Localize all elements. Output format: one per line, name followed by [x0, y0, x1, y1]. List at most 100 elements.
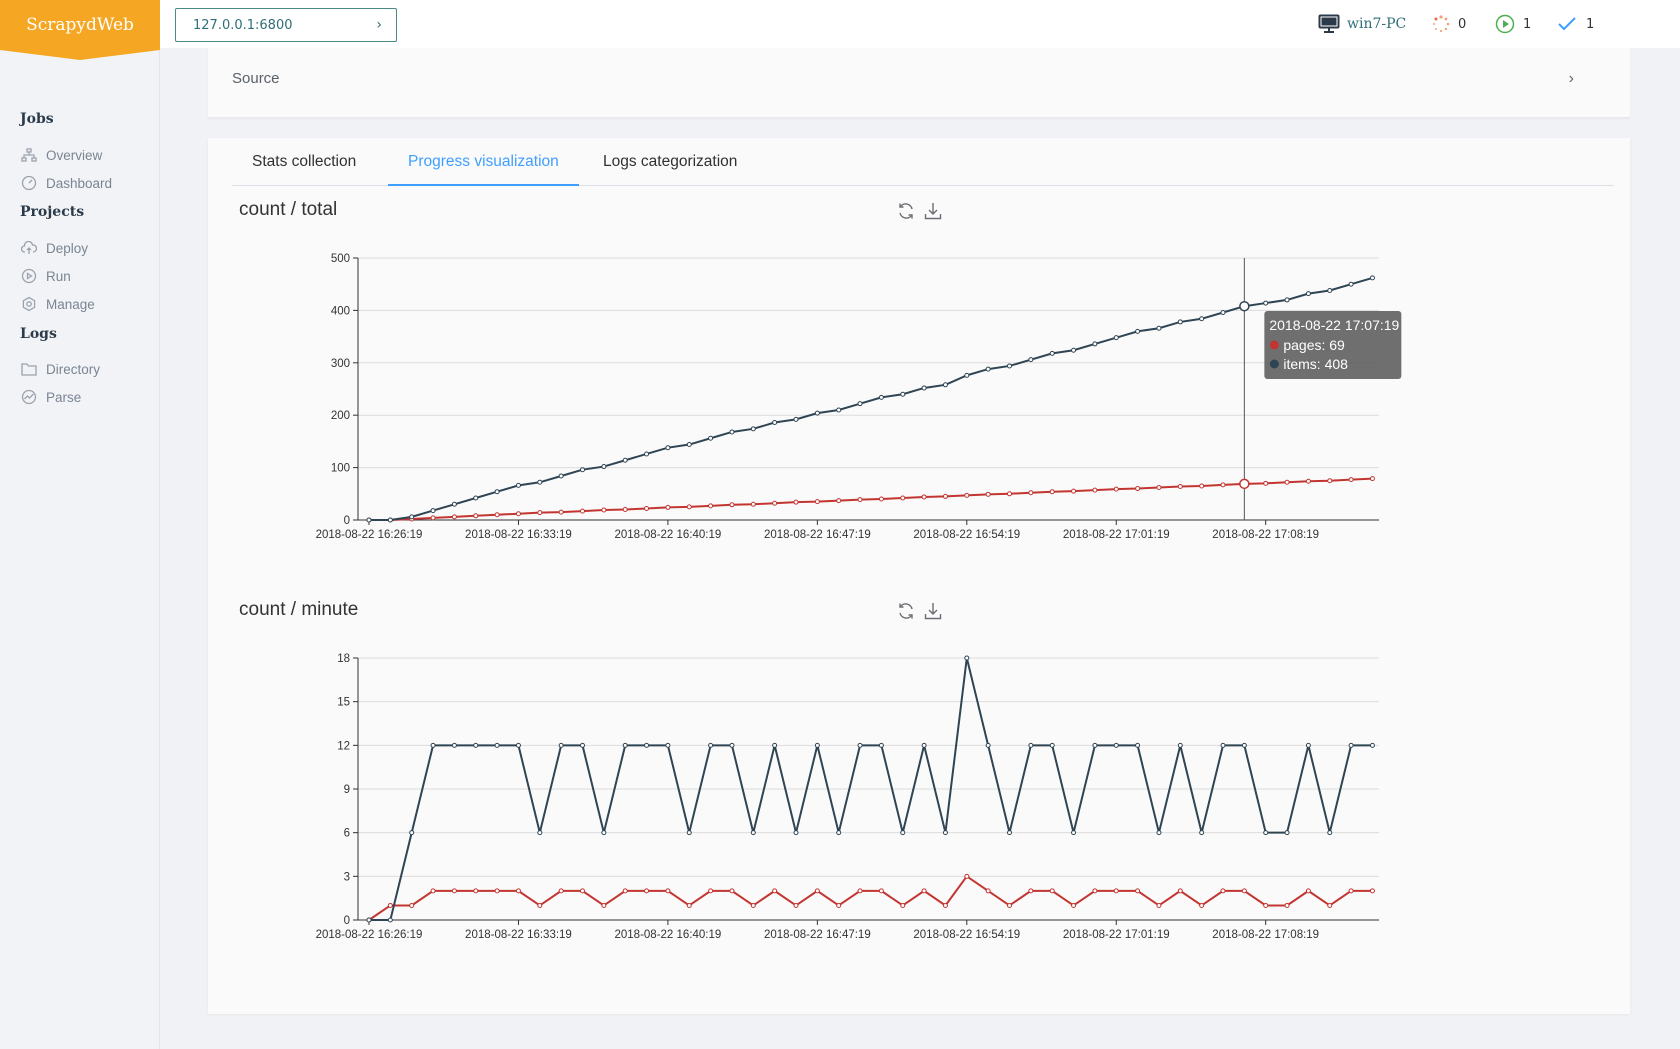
- logo-ribbon-tail: [0, 50, 160, 60]
- sidebar-item-deploy[interactable]: Deploy: [20, 237, 150, 259]
- data-point: [1263, 830, 1269, 836]
- data-point: [708, 435, 714, 441]
- data-point: [1369, 275, 1375, 281]
- data-point: [1305, 742, 1311, 748]
- data-point: [409, 902, 415, 908]
- data-point: [900, 495, 906, 501]
- data-point: [387, 917, 393, 923]
- data-point: [1348, 888, 1354, 894]
- data-point: [515, 482, 521, 488]
- data-point: [1156, 485, 1162, 491]
- play-circle-icon: [1495, 14, 1515, 34]
- data-point: [814, 499, 820, 505]
- download-icon[interactable]: [923, 201, 943, 221]
- data-point: [537, 902, 543, 908]
- data-point: [1028, 888, 1034, 894]
- data-point: [942, 382, 948, 388]
- sidebar-item-label: Manage: [46, 296, 95, 312]
- data-point: [878, 394, 884, 400]
- data-point: [1007, 902, 1012, 908]
- data-point: [900, 391, 906, 397]
- x-tick-label: 2018-08-22 17:08:19: [1212, 529, 1319, 538]
- data-point: [729, 502, 735, 508]
- data-point: [1028, 490, 1034, 496]
- data-point: [1177, 483, 1183, 489]
- data-point: [515, 888, 521, 894]
- pending-jobs-indicator[interactable]: 0: [1432, 12, 1466, 36]
- data-point: [836, 830, 842, 836]
- data-point: [494, 512, 500, 518]
- x-tick-label: 2018-08-22 16:47:19: [764, 529, 871, 538]
- node-selector-button[interactable]: 127.0.0.1:6800 ›: [175, 8, 397, 42]
- data-point: [708, 888, 714, 894]
- tooltip-marker: [1269, 340, 1279, 350]
- play-circle-icon: [20, 268, 38, 284]
- data-point: [473, 742, 479, 748]
- download-icon[interactable]: [923, 601, 943, 621]
- chevron-right-icon: ›: [376, 17, 382, 33]
- data-point: [686, 830, 692, 836]
- data-point: [708, 742, 714, 748]
- data-point: [451, 514, 457, 520]
- running-jobs-indicator[interactable]: 1: [1495, 12, 1531, 36]
- data-point: [878, 496, 884, 502]
- sidebar-item-label: Dashboard: [46, 175, 113, 191]
- series-points-items: [366, 275, 1375, 523]
- data-point: [750, 426, 756, 432]
- data-point: [622, 888, 628, 894]
- tab-logs-categorization[interactable]: Logs categorization: [603, 153, 738, 170]
- tooltip-marker: [1269, 359, 1279, 369]
- series-line-items: [369, 276, 1373, 521]
- running-count: 1: [1523, 16, 1532, 32]
- y-tick-label: 100: [331, 463, 350, 475]
- data-point: [814, 410, 820, 416]
- y-tick-label: 9: [344, 784, 350, 796]
- grid-lines: [358, 257, 1379, 521]
- data-point: [622, 742, 628, 748]
- tooltip-line: pages: 69: [1283, 337, 1345, 353]
- host-name: win7-PC: [1347, 16, 1407, 32]
- data-point: [473, 513, 479, 519]
- data-point: [1241, 888, 1247, 894]
- x-tick-label: 2018-08-22 16:40:19: [615, 529, 722, 538]
- total-count-chart[interactable]: 0 100 200 300 400 500 2018-08-22 16:26:19 2018-…: [296, 238, 1576, 538]
- data-point: [494, 489, 500, 495]
- data-point: [1113, 742, 1119, 748]
- refresh-icon[interactable]: [896, 201, 916, 221]
- app-logo[interactable]: ScrapydWeb: [0, 0, 160, 50]
- host-indicator[interactable]: win7-PC: [1318, 12, 1406, 36]
- sidebar-item-manage[interactable]: Manage: [20, 293, 150, 315]
- sidebar-item-overview[interactable]: Overview: [20, 144, 150, 166]
- x-tick-label: 2018-08-22 16:26:19: [316, 929, 423, 938]
- y-tick-label: 12: [337, 740, 350, 752]
- tab-bar: Stats collection Progress visualization …: [232, 138, 1614, 186]
- data-point: [665, 504, 671, 510]
- refresh-icon[interactable]: [896, 601, 916, 621]
- data-point: [537, 510, 543, 516]
- data-point: [430, 888, 436, 894]
- sidebar-item-parse[interactable]: Parse: [20, 386, 150, 408]
- data-point: [985, 888, 991, 894]
- data-point: [580, 742, 585, 748]
- sidebar-item-run[interactable]: Run: [20, 265, 150, 287]
- data-point: [1049, 888, 1055, 894]
- data-point: [451, 888, 457, 894]
- y-tick-label: 0: [344, 515, 350, 527]
- data-point: [964, 372, 970, 378]
- per-minute-count-chart[interactable]: 0 3 6 9 12 15 18 2018-08-22 16:26:19 2018-08-22 …: [296, 638, 1576, 938]
- sidebar-item-directory[interactable]: Directory: [20, 358, 150, 380]
- chevron-right-icon[interactable]: ›: [1568, 70, 1574, 87]
- source-panel[interactable]: Source ›: [208, 48, 1630, 118]
- tab-progress-visualization[interactable]: Progress visualization: [388, 138, 579, 186]
- progress-panel: Stats collection Progress visualization …: [208, 138, 1630, 1014]
- folder-icon: [20, 361, 38, 377]
- data-point: [857, 497, 863, 503]
- data-point: [1239, 478, 1250, 490]
- chart-title-minute: count / minute: [239, 599, 359, 620]
- tab-stats-collection[interactable]: Stats collection: [252, 153, 357, 170]
- sidebar-item-dashboard[interactable]: Dashboard: [20, 172, 150, 194]
- data-point: [1092, 742, 1098, 748]
- finished-jobs-indicator[interactable]: 1: [1557, 12, 1594, 36]
- data-point: [1369, 888, 1375, 894]
- data-point: [1177, 319, 1183, 325]
